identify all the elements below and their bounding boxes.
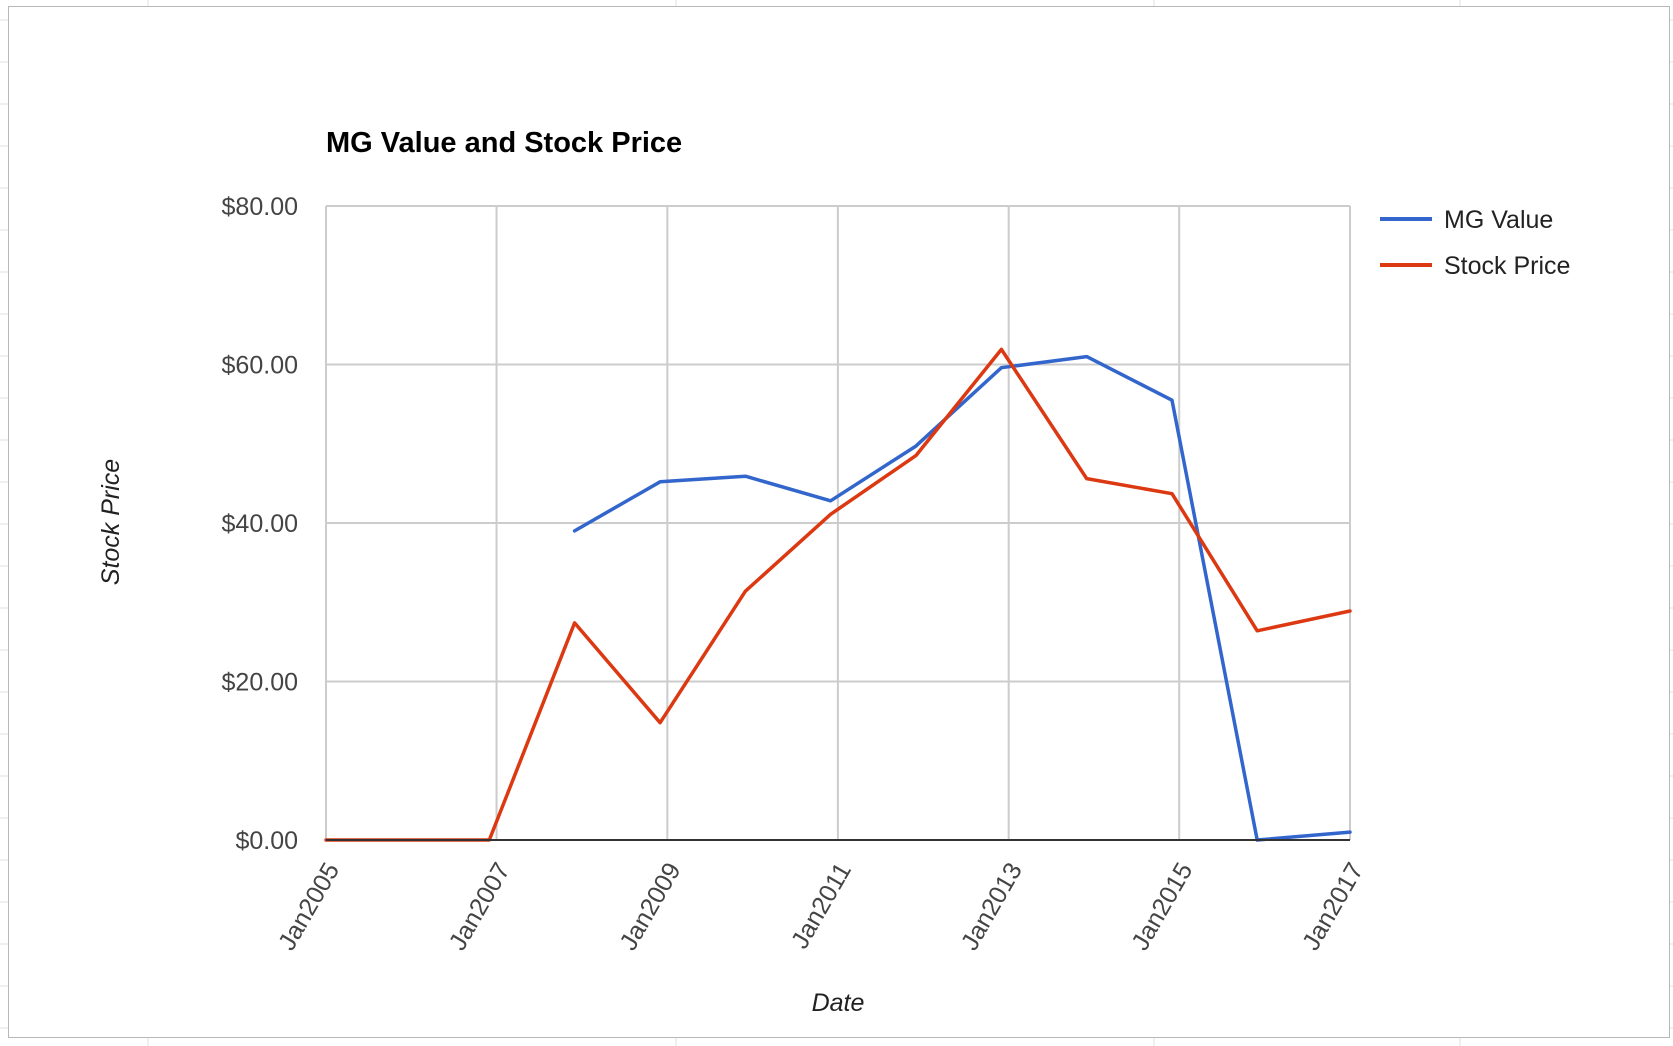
y-axis-title: Stock Price [97, 459, 125, 585]
series-line-mg-value [572, 354, 1352, 842]
x-tick-label: Jan2007 [444, 858, 516, 955]
series-lines [324, 347, 1352, 842]
legend: MG Value Stock Price [1380, 206, 1570, 280]
y-tick-label: $20.00 [222, 669, 298, 697]
legend-label: MG Value [1444, 206, 1553, 234]
legend-label: Stock Price [1444, 252, 1570, 280]
x-tick-label: Jan2013 [956, 858, 1028, 955]
series-line-stock-price [324, 347, 1352, 842]
x-tick-label: Jan2015 [1126, 858, 1198, 955]
x-tick-label: Jan2005 [273, 858, 345, 955]
y-tick-label: $40.00 [222, 510, 298, 538]
y-axis-ticks: $0.00 $20.00 $40.00 $60.00 $80.00 [222, 193, 298, 855]
y-tick-label: $60.00 [222, 352, 298, 380]
gridlines [325, 205, 1351, 840]
y-tick-label: $0.00 [235, 827, 298, 855]
x-tick-label: Jan2009 [614, 858, 686, 955]
x-axis-ticks: Jan2005 Jan2007 Jan2009 Jan2011 Jan2013 Jan20… [273, 858, 1369, 955]
x-tick-label: Jan2011 [786, 858, 857, 953]
y-tick-label: $80.00 [222, 193, 298, 221]
x-axis-title: Date [812, 989, 865, 1017]
x-tick-label: Jan2017 [1297, 858, 1369, 955]
chart-title: MG Value and Stock Price [326, 127, 682, 159]
